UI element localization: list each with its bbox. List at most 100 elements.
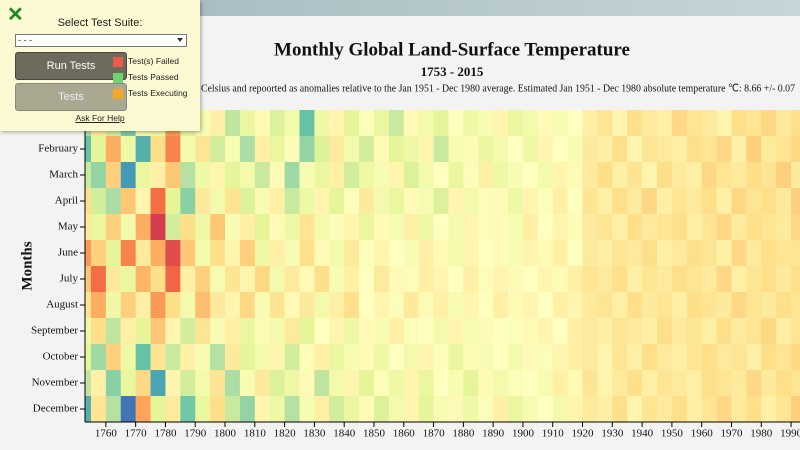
heat-cell — [195, 188, 211, 215]
heat-cell — [671, 136, 688, 163]
heat-cell — [552, 292, 568, 319]
heat-cell — [493, 214, 509, 241]
heat-cell — [165, 370, 181, 397]
heat-cell — [671, 188, 688, 215]
heat-cell — [85, 292, 92, 319]
heat-cell — [612, 266, 628, 293]
heat-cell — [686, 240, 702, 267]
heat-cell — [269, 110, 285, 137]
heat-cell — [120, 292, 136, 319]
heat-cell — [418, 344, 434, 371]
heat-cell — [731, 240, 747, 267]
heat-cell — [567, 110, 583, 137]
heat-cell — [686, 110, 702, 137]
heat-cell — [478, 136, 494, 163]
heat-cell — [195, 344, 211, 371]
y-tick-label: February — [38, 143, 78, 155]
heat-cell — [508, 136, 524, 163]
heat-cell — [686, 396, 702, 423]
heat-cell — [791, 110, 800, 137]
heat-cell — [791, 162, 800, 189]
heat-cell — [90, 318, 107, 345]
heat-cell — [165, 188, 181, 215]
heat-cell — [344, 344, 360, 371]
heat-cell — [418, 240, 434, 267]
heat-cell — [359, 370, 375, 397]
heat-cell — [105, 318, 122, 345]
heat-cell — [269, 240, 285, 267]
heat-cell — [448, 110, 464, 137]
heat-cell — [776, 136, 792, 163]
heat-cell — [239, 136, 256, 163]
heat-cell — [150, 344, 166, 371]
heat-cell — [686, 188, 702, 215]
y-axis-label: Months — [19, 241, 35, 290]
heat-cell — [373, 162, 390, 189]
run-tests-button[interactable]: Run Tests — [15, 52, 127, 80]
heat-cell — [791, 214, 800, 241]
heat-cell — [254, 370, 271, 397]
heat-cell — [493, 188, 509, 215]
heat-cell — [150, 240, 166, 267]
heat-cell — [567, 344, 583, 371]
help-link[interactable]: Ask For Help — [75, 113, 125, 123]
heat-cell — [671, 110, 688, 137]
x-tick-label: 1860 — [393, 428, 416, 440]
heat-cell — [284, 292, 300, 319]
heat-cell — [344, 162, 360, 189]
heat-cell — [761, 136, 777, 163]
heat-cell — [716, 396, 732, 423]
heat-cell — [269, 370, 285, 397]
suite-select[interactable]: - - - — [15, 34, 187, 47]
tests-button[interactable]: Tests — [15, 83, 127, 111]
close-button[interactable]: ✕ — [7, 4, 24, 26]
heat-cell — [567, 136, 583, 163]
heat-cell — [150, 318, 166, 345]
heat-cell — [463, 344, 479, 371]
heat-cell — [433, 214, 449, 241]
heat-cell — [671, 162, 688, 189]
heat-cell — [225, 318, 241, 345]
heat-cell — [701, 136, 717, 163]
heat-cell — [210, 136, 226, 163]
heat-cell — [210, 162, 226, 189]
heat-cell — [716, 318, 732, 345]
heat-cell — [612, 214, 628, 241]
heat-cell — [701, 370, 717, 397]
heat-cell — [731, 370, 747, 397]
heat-cell — [463, 292, 479, 319]
heat-cell — [716, 110, 732, 137]
heat-cell — [165, 214, 181, 241]
x-tick-label: 1890 — [482, 428, 505, 440]
heat-cell — [105, 396, 122, 423]
heat-cell — [508, 162, 524, 189]
heat-cell — [597, 240, 613, 267]
heat-cell — [612, 318, 628, 345]
heat-cell — [210, 240, 226, 267]
heat-cell — [448, 136, 464, 163]
heat-cell — [791, 370, 800, 397]
heat-cell — [85, 136, 92, 163]
heat-cell — [508, 318, 524, 345]
heat-cell — [225, 240, 241, 267]
heat-cell — [254, 266, 271, 293]
heat-cell — [239, 162, 256, 189]
heat-cell — [463, 110, 479, 137]
heat-cell — [746, 162, 762, 189]
top-bar — [0, 0, 800, 16]
heat-cell — [776, 370, 792, 397]
heat-cell — [791, 188, 800, 215]
heat-cell — [150, 370, 166, 397]
heat-cell — [105, 240, 122, 267]
heat-cell — [418, 370, 434, 397]
heat-cell — [269, 162, 285, 189]
heat-cell — [85, 396, 92, 423]
heat-cell — [105, 266, 122, 293]
heat-cell — [537, 162, 554, 189]
x-tick-label: 1760 — [95, 428, 118, 440]
heat-cell — [180, 370, 196, 397]
heat-cell — [627, 292, 643, 319]
x-tick-label: 1770 — [125, 428, 148, 440]
heat-cell — [582, 214, 598, 241]
heat-cell — [567, 214, 583, 241]
